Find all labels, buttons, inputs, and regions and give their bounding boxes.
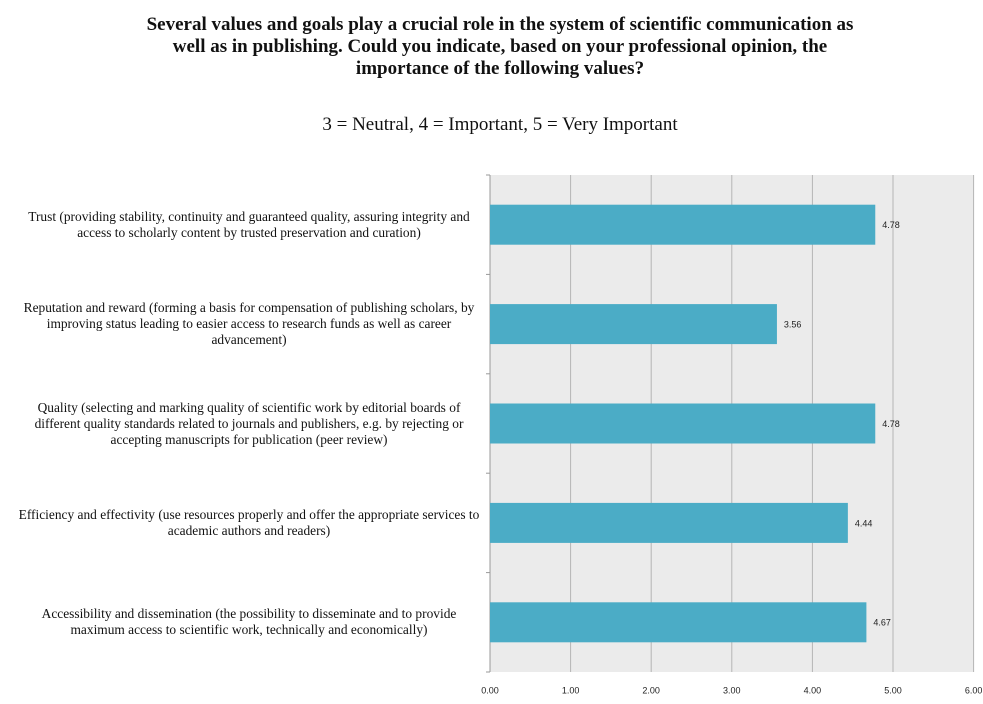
y-tick-label: Trust (providing stability, continuity a… <box>28 208 470 240</box>
bar <box>490 204 876 245</box>
y-tick-label: Accessibility and dissemination (the pos… <box>41 606 457 638</box>
x-tick-label: 2.00 <box>642 685 660 695</box>
data-label: 4.44 <box>855 518 873 528</box>
bar <box>490 502 848 543</box>
bar <box>490 403 876 444</box>
x-tick-label: 0.00 <box>481 685 499 695</box>
data-label: 3.56 <box>784 319 802 329</box>
data-label: 4.67 <box>873 618 891 628</box>
bar <box>490 602 867 643</box>
y-tick-label: Efficiency and effectivity (use resource… <box>18 506 480 538</box>
chart-title: Several values and goals play a crucial … <box>146 14 854 79</box>
y-tick-label: Quality (selecting and marking quality o… <box>34 399 464 447</box>
x-tick-label: 3.00 <box>723 685 741 695</box>
data-label: 4.78 <box>882 419 900 429</box>
y-tick-label: Reputation and reward (forming a basis f… <box>23 300 475 348</box>
x-tick-label: 1.00 <box>562 685 580 695</box>
chart-subtitle: 3 = Neutral, 4 = Important, 5 = Very Imp… <box>322 114 678 135</box>
bar <box>490 304 777 345</box>
x-tick-label: 5.00 <box>884 685 902 695</box>
x-tick-label: 4.00 <box>804 685 822 695</box>
data-label: 4.78 <box>882 220 900 230</box>
x-tick-label: 6.00 <box>965 685 983 695</box>
